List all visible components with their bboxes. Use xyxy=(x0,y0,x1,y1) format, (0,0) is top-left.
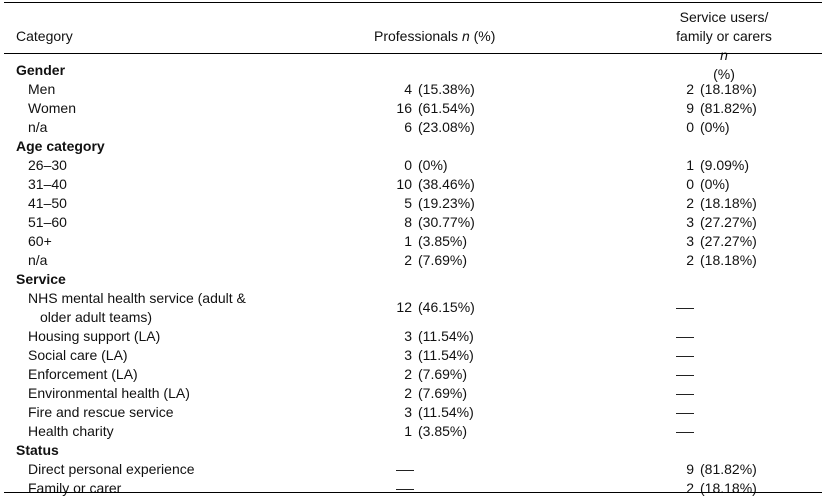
table-row: Health charity 1 (3.85%) xyxy=(0,422,826,441)
empty-cell-dash xyxy=(676,393,694,395)
table-row: n/a 2 (7.69%) 2 (18.18%) xyxy=(28,252,757,268)
table-top-rule xyxy=(4,2,822,3)
header-service-users: Service users/ family or carers n (%) xyxy=(676,9,772,82)
table-row: Enforcement (LA) 2 (7.69%) xyxy=(0,365,826,384)
table-bottom-rule xyxy=(4,492,822,493)
header-professionals: Professionals n (%) xyxy=(374,28,496,44)
table-row: Women 16 (61.54%) 9 (81.82%) xyxy=(28,100,757,116)
table-row: Environmental health (LA) 2 (7.69%) xyxy=(0,384,826,403)
table-body: Gender Men 4 (15.38%) 2 (18.18%) Women 16 (61.… xyxy=(0,61,826,498)
table-row: Fire and rescue service 3 (11.54%) xyxy=(0,403,826,422)
empty-cell-dash xyxy=(676,431,694,433)
empty-cell-dash xyxy=(676,412,694,414)
empty-cell-dash xyxy=(676,355,694,357)
empty-cell-dash xyxy=(396,488,414,490)
table-row: 26–30 0 (0%) 1 (9.09%) xyxy=(28,157,750,173)
table-row: NHS mental health service (adult & older … xyxy=(0,289,826,327)
table-row: 60+ 1 (3.85%) 3 (27.27%) xyxy=(28,233,757,249)
empty-cell-dash xyxy=(676,336,694,338)
table-header-rule xyxy=(4,53,822,54)
group-status: Status xyxy=(16,442,59,458)
empty-cell-dash xyxy=(676,374,694,376)
header-category: Category xyxy=(16,28,73,44)
table-row: 31–40 10 (38.46%) 0 (0%) xyxy=(28,176,730,192)
group-service: Service xyxy=(16,271,66,287)
empty-cell-dash xyxy=(676,307,694,309)
group-age: Age category xyxy=(16,138,105,154)
table-row: Social care (LA) 3 (11.54%) xyxy=(0,346,826,365)
table-row: 41–50 5 (19.23%) 2 (18.18%) xyxy=(28,195,757,211)
table-row: Family or carer 2 (18.18%) xyxy=(28,480,757,496)
empty-cell-dash xyxy=(396,469,414,471)
table-row: Housing support (LA) 3 (11.54%) xyxy=(0,327,826,346)
group-gender: Gender xyxy=(16,62,66,78)
table-row: Direct personal experience 9 (81.82%) xyxy=(28,461,757,477)
table-row: Men 4 (15.38%) 2 (18.18%) xyxy=(28,81,757,97)
table-row: 51–60 8 (30.77%) 3 (27.27%) xyxy=(28,214,757,230)
table-row: n/a 6 (23.08%) 0 (0%) xyxy=(28,119,730,135)
